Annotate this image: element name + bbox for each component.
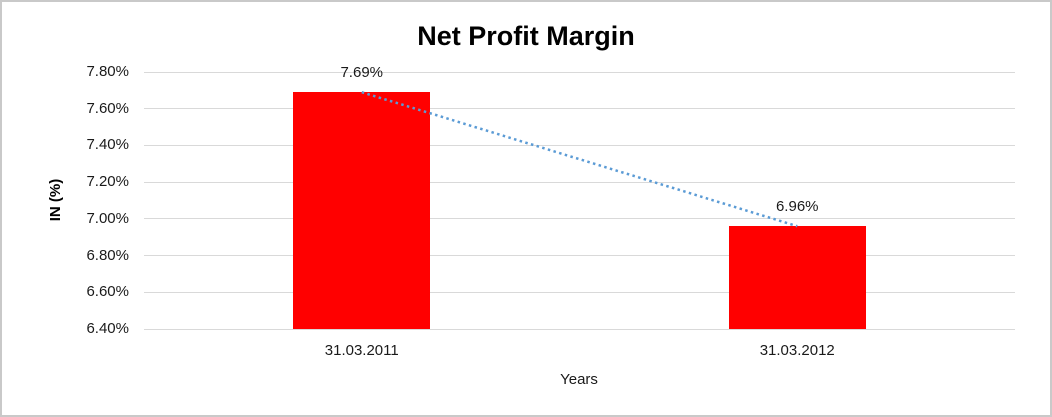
gridline <box>144 108 1015 110</box>
bar-value-label: 7.69% <box>340 64 384 82</box>
bar-31-03-2012 <box>728 226 866 329</box>
gridline <box>144 71 1015 73</box>
y-tick-label: 7.60% <box>86 99 129 117</box>
gridline <box>144 328 1015 330</box>
y-axis-title: IN (%) <box>47 178 64 222</box>
chart-title: Net Profit Margin <box>417 21 635 51</box>
gridline <box>144 291 1015 293</box>
y-tick-label: 7.40% <box>86 136 129 154</box>
y-tick-label: 7.80% <box>86 63 129 80</box>
gridline <box>144 181 1015 183</box>
gridline <box>144 144 1015 146</box>
bar-31-03-2011 <box>293 92 431 329</box>
x-tick-label: 31.03.2012 <box>759 342 835 359</box>
gridline <box>144 255 1015 257</box>
bar-value-label: 6.96% <box>775 198 819 216</box>
y-tick-label: 6.40% <box>86 320 129 337</box>
y-tick-label: 6.60% <box>86 283 129 301</box>
y-tick-label: 6.80% <box>86 246 129 264</box>
x-axis-title: Years <box>560 371 598 388</box>
gridline <box>144 218 1015 220</box>
y-tick-label: 7.20% <box>86 173 129 191</box>
y-tick-label: 7.00% <box>86 209 129 227</box>
x-tick-label: 31.03.2011 <box>324 342 399 359</box>
